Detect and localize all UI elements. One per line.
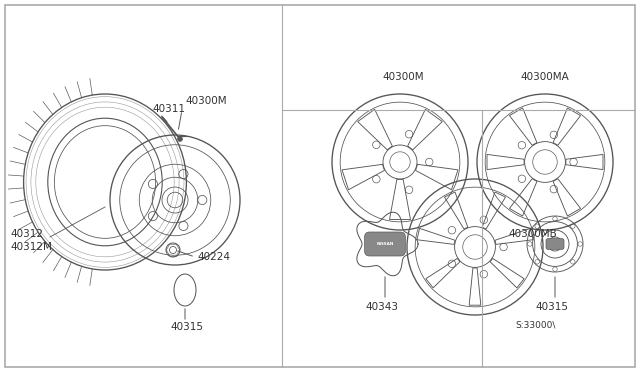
Text: 40300MA: 40300MA xyxy=(520,72,569,82)
Text: 40312M: 40312M xyxy=(10,242,52,252)
Text: 40312: 40312 xyxy=(10,229,43,239)
Text: 40300M: 40300M xyxy=(185,96,227,106)
Circle shape xyxy=(177,137,182,141)
Text: 40224: 40224 xyxy=(197,252,230,262)
Text: 40343: 40343 xyxy=(365,302,398,312)
Text: NISSAN: NISSAN xyxy=(376,242,394,246)
Text: S:33000\: S:33000\ xyxy=(515,320,556,329)
Text: 40300M: 40300M xyxy=(382,72,424,82)
Text: 40300MB: 40300MB xyxy=(508,229,557,239)
FancyBboxPatch shape xyxy=(546,239,564,249)
Text: 40311: 40311 xyxy=(152,104,185,114)
Text: 40315: 40315 xyxy=(535,302,568,312)
Text: 40315: 40315 xyxy=(170,322,203,332)
FancyBboxPatch shape xyxy=(365,232,405,256)
